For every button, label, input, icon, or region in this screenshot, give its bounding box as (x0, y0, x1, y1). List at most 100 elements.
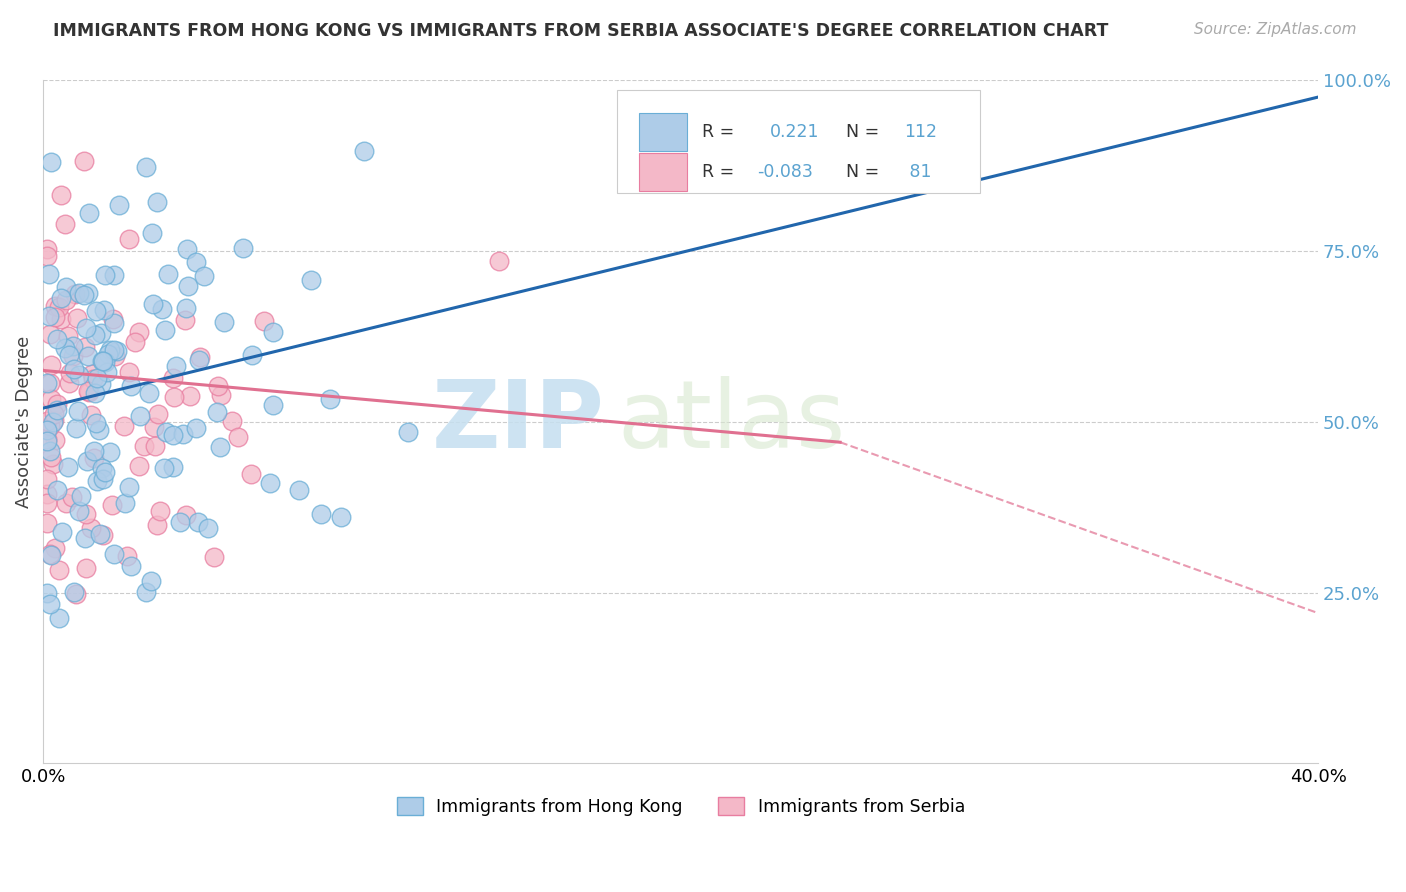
Point (73, 153, 96, 168)
Point (124, 335, 146, 350)
Point (45, 332, 67, 346)
Point (44, 310, 66, 324)
Point (91, 472, 114, 486)
Point (174, 313, 197, 327)
FancyBboxPatch shape (638, 113, 688, 151)
Point (197, 520, 219, 534)
Point (60, 490, 83, 504)
Point (58, 460, 80, 475)
Point (62, 339, 84, 353)
Point (221, 414, 243, 428)
Point (55, 496, 77, 510)
Point (188, 352, 211, 367)
Point (162, 428, 184, 442)
Point (51, 524, 73, 539)
Point (41, 358, 63, 372)
Point (35, 376, 58, 391)
Point (103, 343, 125, 358)
Point (51, 312, 73, 326)
Point (67, 503, 90, 517)
Point (262, 398, 284, 412)
Point (75, 321, 97, 335)
Point (77, 206, 100, 220)
Point (55, 293, 77, 307)
Point (163, 390, 186, 404)
Point (35, 432, 58, 446)
Point (103, 317, 125, 331)
Point (96, 365, 118, 379)
Point (104, 349, 127, 363)
Text: R =: R = (703, 123, 735, 141)
Point (83, 327, 105, 342)
Text: N =: N = (846, 163, 880, 181)
Point (162, 371, 184, 385)
Point (37, 423, 59, 437)
Point (156, 267, 179, 281)
Point (35, 516, 58, 530)
Point (58, 348, 80, 362)
Point (63, 361, 86, 376)
Point (89, 526, 111, 541)
Point (80, 409, 103, 423)
Text: atlas: atlas (617, 376, 845, 467)
Point (153, 461, 176, 475)
Point (91, 354, 114, 368)
Point (138, 386, 160, 401)
Point (174, 508, 197, 523)
Point (226, 430, 249, 444)
Point (83, 451, 105, 466)
Legend: Immigrants from Hong Kong, Immigrants from Serbia: Immigrants from Hong Kong, Immigrants fr… (389, 790, 972, 823)
Point (179, 388, 201, 402)
Point (396, 425, 419, 439)
Point (150, 301, 173, 316)
FancyBboxPatch shape (638, 153, 688, 191)
Point (39, 392, 62, 406)
Point (97, 346, 120, 360)
Point (100, 498, 122, 512)
Point (66, 404, 89, 418)
Point (319, 392, 342, 407)
Point (49, 188, 72, 202)
Point (259, 476, 281, 491)
Point (186, 515, 208, 529)
Point (135, 160, 157, 174)
Point (86, 474, 108, 488)
Point (38, 376, 60, 391)
Point (128, 458, 150, 473)
Point (35, 243, 58, 257)
Point (70, 489, 93, 503)
Point (139, 574, 162, 588)
Point (67, 286, 90, 301)
Point (44, 433, 66, 447)
Point (48, 611, 70, 625)
Point (240, 348, 263, 362)
Point (41, 415, 63, 429)
Point (288, 483, 311, 497)
Point (53, 341, 76, 355)
Point (58, 376, 80, 390)
Point (39, 548, 62, 562)
Point (488, 254, 510, 268)
Point (101, 311, 124, 326)
Point (91, 528, 114, 542)
Point (65, 421, 87, 435)
Point (239, 467, 262, 482)
Point (132, 439, 155, 453)
Point (141, 227, 163, 241)
Point (299, 273, 322, 287)
Point (329, 510, 352, 524)
Point (46, 397, 69, 411)
Point (38, 310, 60, 324)
Point (65, 587, 87, 601)
Point (39, 418, 62, 433)
Point (63, 286, 86, 301)
Point (212, 315, 235, 329)
Point (114, 496, 136, 510)
Point (165, 359, 187, 374)
Point (35, 472, 58, 486)
Point (103, 268, 125, 283)
Point (39, 443, 62, 458)
Point (44, 408, 66, 422)
FancyBboxPatch shape (617, 90, 980, 193)
Point (128, 325, 150, 339)
